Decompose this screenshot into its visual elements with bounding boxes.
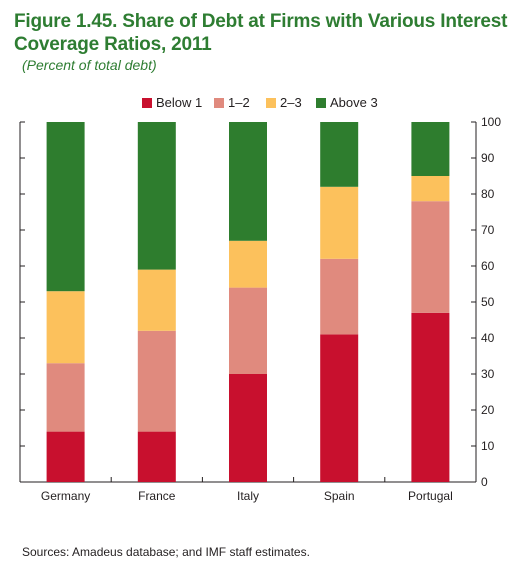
bar-segment-italy-above-3 bbox=[229, 122, 267, 241]
chart-title-line-1: Figure 1.45. Share of Debt at Firms with… bbox=[14, 11, 508, 32]
bar-segment-portugal-above-3 bbox=[411, 122, 450, 176]
y-tick-label-20: 20 bbox=[481, 403, 495, 417]
y-tick-label-60: 60 bbox=[481, 259, 495, 273]
legend-label-1-2: 1–2 bbox=[228, 95, 250, 110]
y-tick-label-80: 80 bbox=[481, 187, 495, 201]
y-tick-label-30: 30 bbox=[481, 367, 495, 381]
chart-subtitle: (Percent of total debt) bbox=[22, 57, 157, 73]
chart-title-line-2: Coverage Ratios, 2011 bbox=[14, 34, 212, 55]
legend-item-above-3: Above 3 bbox=[316, 95, 378, 111]
legend-label-below-1: Below 1 bbox=[156, 95, 203, 110]
bar-segment-italy-below-1 bbox=[229, 374, 267, 482]
y-tick-label-100: 100 bbox=[481, 115, 501, 129]
legend-swatch-2-3 bbox=[266, 98, 276, 108]
bar-segment-germany-1-2 bbox=[46, 363, 85, 432]
bar-segment-germany-below-1 bbox=[46, 431, 85, 482]
bar-segment-france-2-3 bbox=[137, 269, 176, 331]
x-tick-label-italy: Italy bbox=[237, 489, 259, 503]
legend-swatch-above-3 bbox=[316, 98, 326, 108]
y-tick-label-40: 40 bbox=[481, 331, 495, 345]
x-tick-label-spain: Spain bbox=[324, 489, 355, 503]
bar-segment-spain-above-3 bbox=[320, 122, 359, 187]
y-tick-label-0: 0 bbox=[481, 475, 488, 489]
legend-swatch-1-2 bbox=[214, 98, 224, 108]
bar-segment-spain-1-2 bbox=[320, 258, 359, 335]
y-tick-label-70: 70 bbox=[481, 223, 495, 237]
x-tick-label-germany: Germany bbox=[41, 489, 90, 503]
x-tick-label-france: France bbox=[138, 489, 176, 503]
legend-label-2-3: 2–3 bbox=[280, 95, 302, 110]
bar-segment-italy-1-2 bbox=[229, 287, 267, 374]
x-tick-label-portugal: Portugal bbox=[408, 489, 453, 503]
legend-swatch-below-1 bbox=[142, 98, 152, 108]
y-tick-label-50: 50 bbox=[481, 295, 495, 309]
bar-segment-portugal-below-1 bbox=[411, 312, 450, 482]
bar-segment-germany-2-3 bbox=[46, 291, 85, 364]
chart-title: Figure 1.45. Share of Debt at Firms with… bbox=[14, 10, 514, 56]
bar-segment-france-below-1 bbox=[137, 431, 176, 482]
bar-segment-france-above-3 bbox=[137, 122, 176, 270]
bar-segment-spain-below-1 bbox=[320, 334, 359, 482]
bar-segment-portugal-1-2 bbox=[411, 201, 450, 313]
bar-segment-italy-2-3 bbox=[229, 240, 267, 288]
bar-segment-germany-above-3 bbox=[46, 122, 85, 292]
source-note: Sources: Amadeus database; and IMF staff… bbox=[22, 545, 310, 559]
y-tick-label-10: 10 bbox=[481, 439, 495, 453]
bar-segment-spain-2-3 bbox=[320, 186, 359, 259]
legend: Below 1 1–2 2–3 Above 3 bbox=[0, 95, 524, 113]
legend-label-above-3: Above 3 bbox=[330, 95, 378, 110]
legend-item-2-3: 2–3 bbox=[266, 95, 302, 111]
bar-segment-france-1-2 bbox=[137, 330, 176, 432]
bar-segment-portugal-2-3 bbox=[411, 176, 450, 202]
legend-item-1-2: 1–2 bbox=[214, 95, 250, 111]
y-tick-label-90: 90 bbox=[481, 151, 495, 165]
legend-item-below-1: Below 1 bbox=[142, 95, 202, 111]
